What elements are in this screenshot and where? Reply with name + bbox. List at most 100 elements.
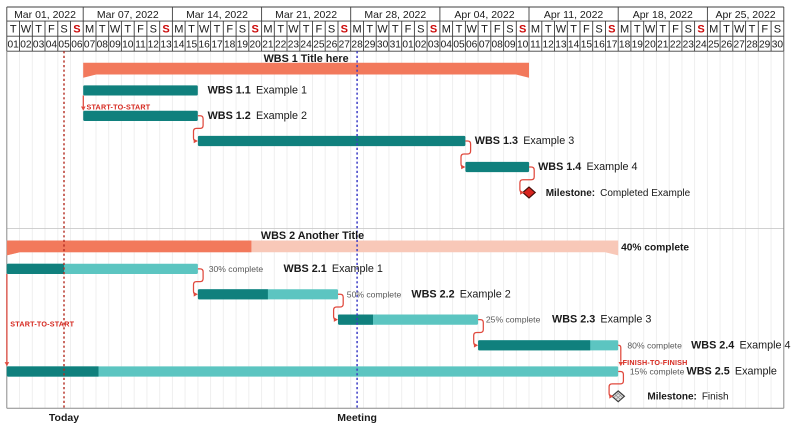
svg-text:05: 05 xyxy=(453,40,465,51)
svg-text:22: 22 xyxy=(670,40,682,51)
svg-text:Mar 28, 2022: Mar 28, 2022 xyxy=(364,9,426,21)
svg-text:S: S xyxy=(150,24,157,36)
svg-text:Apr 11, 2022: Apr 11, 2022 xyxy=(544,9,604,21)
svg-text:50% complete: 50% complete xyxy=(347,289,402,299)
svg-text:S: S xyxy=(774,24,781,36)
svg-text:T: T xyxy=(214,24,221,36)
svg-text:W: W xyxy=(199,24,210,36)
svg-text:11: 11 xyxy=(530,40,541,51)
svg-text:T: T xyxy=(749,24,756,36)
svg-text:S: S xyxy=(595,24,602,36)
svg-text:10: 10 xyxy=(517,40,529,51)
svg-text:WBS 2.4 Example 4: WBS 2.4 Example 4 xyxy=(691,339,790,351)
svg-text:15: 15 xyxy=(186,40,198,51)
svg-text:START-TO-START: START-TO-START xyxy=(87,102,151,111)
svg-text:FINISH-TO-FINISH: FINISH-TO-FINISH xyxy=(623,358,688,367)
svg-text:WBS 2 Another Title: WBS 2 Another Title xyxy=(261,230,364,242)
svg-text:18: 18 xyxy=(619,40,631,51)
svg-text:W: W xyxy=(110,24,121,36)
svg-text:80% complete: 80% complete xyxy=(627,340,682,350)
svg-text:Mar 21, 2022: Mar 21, 2022 xyxy=(275,9,337,21)
svg-text:13: 13 xyxy=(555,40,567,51)
svg-text:28: 28 xyxy=(351,40,363,51)
svg-text:03: 03 xyxy=(428,40,440,51)
svg-text:S: S xyxy=(239,24,246,36)
svg-text:06: 06 xyxy=(71,40,83,51)
svg-text:25: 25 xyxy=(313,40,325,51)
svg-text:F: F xyxy=(672,24,679,36)
svg-text:F: F xyxy=(48,24,55,36)
svg-text:10: 10 xyxy=(122,40,134,51)
svg-text:Apr 25, 2022: Apr 25, 2022 xyxy=(716,9,776,21)
svg-text:05: 05 xyxy=(58,40,70,51)
svg-text:WBS 2.5 Example: WBS 2.5 Example xyxy=(687,366,777,378)
svg-text:17: 17 xyxy=(606,40,618,51)
svg-text:T: T xyxy=(366,24,373,36)
svg-text:18: 18 xyxy=(224,40,236,51)
svg-text:M: M xyxy=(531,24,540,36)
svg-text:S: S xyxy=(73,24,80,36)
svg-text:T: T xyxy=(481,24,488,36)
svg-text:M: M xyxy=(353,24,362,36)
svg-text:14: 14 xyxy=(173,40,185,51)
svg-text:T: T xyxy=(99,24,106,36)
svg-text:F: F xyxy=(226,24,233,36)
svg-text:02: 02 xyxy=(20,40,32,51)
svg-text:20: 20 xyxy=(644,40,656,51)
svg-text:S: S xyxy=(162,24,169,36)
svg-text:WBS 2.3 Example 3: WBS 2.3 Example 3 xyxy=(552,314,651,326)
svg-text:W: W xyxy=(288,24,299,36)
svg-text:08: 08 xyxy=(492,40,504,51)
svg-text:24: 24 xyxy=(695,40,707,51)
svg-text:21: 21 xyxy=(657,40,669,51)
svg-text:W: W xyxy=(556,24,567,36)
svg-text:21: 21 xyxy=(262,40,274,51)
svg-text:26: 26 xyxy=(721,40,733,51)
svg-text:Milestone: Completed Example: Milestone: Completed Example xyxy=(546,188,691,199)
svg-text:T: T xyxy=(634,24,641,36)
svg-text:Today: Today xyxy=(49,412,79,424)
svg-text:S: S xyxy=(519,24,526,36)
svg-text:Meeting: Meeting xyxy=(337,412,377,424)
svg-text:T: T xyxy=(723,24,730,36)
svg-text:T: T xyxy=(188,24,195,36)
svg-text:15: 15 xyxy=(581,40,593,51)
svg-text:24: 24 xyxy=(300,40,312,51)
svg-text:F: F xyxy=(494,24,501,36)
svg-text:08: 08 xyxy=(97,40,109,51)
svg-text:15% complete: 15% complete xyxy=(630,367,685,377)
svg-text:S: S xyxy=(608,24,615,36)
svg-text:12: 12 xyxy=(543,40,555,51)
svg-text:16: 16 xyxy=(199,40,211,51)
svg-text:T: T xyxy=(277,24,284,36)
svg-text:WBS 1.2 Example 2: WBS 1.2 Example 2 xyxy=(208,110,307,122)
svg-text:S: S xyxy=(506,24,513,36)
svg-text:M: M xyxy=(85,24,94,36)
svg-text:M: M xyxy=(263,24,272,36)
svg-text:F: F xyxy=(137,24,144,36)
svg-text:W: W xyxy=(734,24,745,36)
svg-text:WBS 1.4 Example 4: WBS 1.4 Example 4 xyxy=(538,161,637,173)
svg-text:S: S xyxy=(252,24,259,36)
svg-text:07: 07 xyxy=(479,40,491,51)
svg-text:14: 14 xyxy=(568,40,580,51)
svg-text:S: S xyxy=(328,24,335,36)
svg-text:Apr 18, 2022: Apr 18, 2022 xyxy=(633,9,693,21)
svg-text:T: T xyxy=(124,24,131,36)
svg-text:30: 30 xyxy=(772,40,784,51)
svg-text:T: T xyxy=(10,24,17,36)
svg-text:01: 01 xyxy=(402,40,414,51)
svg-text:F: F xyxy=(405,24,412,36)
svg-text:30: 30 xyxy=(377,40,389,51)
svg-text:04: 04 xyxy=(46,40,58,51)
svg-text:16: 16 xyxy=(593,40,605,51)
svg-text:04: 04 xyxy=(441,40,453,51)
svg-text:13: 13 xyxy=(160,40,172,51)
svg-text:30% complete: 30% complete xyxy=(209,264,264,274)
svg-text:T: T xyxy=(659,24,666,36)
svg-text:19: 19 xyxy=(632,40,644,51)
svg-text:S: S xyxy=(60,24,67,36)
svg-text:S: S xyxy=(685,24,692,36)
svg-text:22: 22 xyxy=(275,40,287,51)
svg-text:07: 07 xyxy=(84,40,96,51)
